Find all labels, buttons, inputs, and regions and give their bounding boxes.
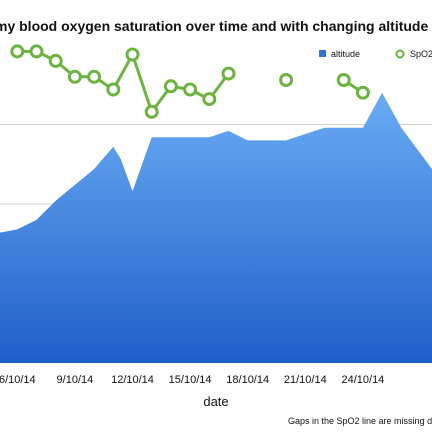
spo2-point: [163, 79, 178, 94]
legend-spo2-marker: [395, 49, 405, 59]
legend-spo2-label: SpO2: [410, 49, 432, 59]
altitude-area: [0, 92, 432, 363]
spo2-point: [355, 85, 370, 100]
spo2-point: [221, 66, 236, 81]
chart-title: my blood oxygen saturation over time and…: [0, 18, 429, 34]
x-tick-label: 18/10/14: [226, 374, 269, 386]
spo2-point: [87, 69, 102, 84]
spo2-point: [183, 82, 198, 97]
legend: altitude SpO2: [319, 49, 432, 59]
x-tick-label: 24/10/14: [341, 374, 384, 386]
x-tick-label: 9/10/14: [57, 374, 94, 386]
x-tick-label: 12/10/14: [111, 374, 154, 386]
legend-altitude-swatch: [319, 50, 326, 57]
footnote: Gaps in the SpO2 line are missing data: [288, 416, 432, 426]
spo2-point: [336, 73, 351, 87]
spo2-point: [279, 73, 294, 87]
x-tick-labels: 6/10/14 9/10/14 12/10/14 15/10/14 18/10/14 21…: [0, 374, 384, 386]
spo2-line-layer: [10, 44, 370, 119]
spo2-point: [125, 47, 140, 62]
spo2-point: [202, 92, 217, 107]
legend-altitude-label: altitude: [331, 49, 360, 59]
x-axis-title: date: [203, 394, 228, 409]
x-tick-label: 15/10/14: [169, 374, 212, 386]
x-tick-label: 6/10/14: [0, 374, 36, 386]
spo2-point: [67, 69, 82, 84]
spo2-point: [10, 44, 25, 59]
spo2-point: [144, 104, 159, 119]
altitude-area-layer: [0, 92, 432, 363]
spo2-point: [48, 53, 63, 68]
spo2-point: [29, 44, 44, 59]
spo2-point: [106, 82, 121, 97]
x-tick-label: 21/10/14: [284, 374, 327, 386]
